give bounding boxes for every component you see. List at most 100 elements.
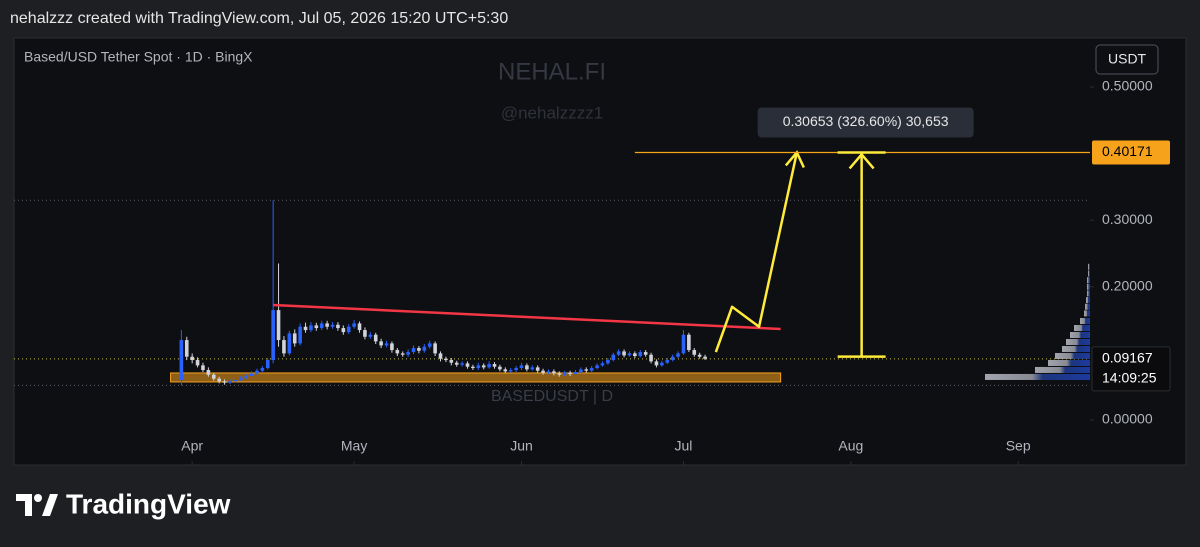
x-tick-label: Jul — [675, 438, 693, 454]
projection-path — [714, 152, 799, 353]
symbol-watermark: BASEDUSDT | D — [491, 388, 613, 405]
candle-body — [465, 363, 470, 367]
volume-profile-bar — [985, 373, 1090, 380]
candle-body — [390, 343, 394, 351]
candle-body — [606, 360, 610, 364]
candle-body — [589, 368, 594, 371]
candle-body — [665, 360, 670, 363]
candle-body — [276, 310, 281, 341]
currency-label[interactable]: USDT — [1108, 51, 1147, 67]
candle-body — [638, 352, 643, 357]
candle-body — [519, 365, 524, 369]
candle-body — [438, 353, 443, 359]
candle-body — [557, 373, 562, 375]
candle-body — [184, 340, 189, 357]
logo-dot — [34, 494, 42, 502]
candle-body — [541, 370, 545, 373]
currency-button[interactable] — [1095, 44, 1159, 75]
logo-slash — [42, 494, 58, 516]
candle-body — [492, 364, 497, 367]
candle-body — [611, 354, 616, 361]
candle-body — [330, 324, 335, 327]
candle-body — [255, 370, 259, 374]
candle-body — [341, 328, 346, 333]
candle-body — [692, 350, 697, 355]
candle-body — [481, 365, 486, 368]
brand: TradingView — [66, 488, 231, 519]
candle-body — [600, 363, 605, 366]
candle-body — [503, 369, 508, 372]
candle-body — [633, 353, 637, 357]
candle-body — [460, 363, 464, 365]
volume-profile-bar — [1088, 270, 1090, 277]
candle-body — [627, 353, 632, 356]
candle-body — [292, 333, 297, 344]
candle-body — [530, 367, 535, 370]
candle-body — [260, 368, 265, 371]
candle-body — [346, 326, 351, 333]
volume-profile-bar — [1048, 359, 1090, 366]
candle-body — [244, 376, 248, 379]
countdown-label: 14:09:25 — [1102, 370, 1157, 386]
candle-body — [357, 323, 362, 331]
volume-profile-bar — [1055, 352, 1090, 359]
candle-body — [379, 341, 383, 346]
measure-tooltip — [757, 107, 974, 138]
candle-body — [211, 374, 216, 379]
volume-profile-bar — [1087, 283, 1090, 290]
candle-body — [206, 370, 211, 375]
candle-body — [476, 365, 481, 369]
candle-body — [508, 370, 513, 372]
candle-body — [298, 326, 302, 344]
x-tick-label: Aug — [838, 438, 863, 454]
y-tick-label: 0.20000 — [1102, 277, 1153, 293]
candle-body — [271, 310, 275, 361]
candle-body — [233, 380, 238, 382]
candle-body — [238, 378, 243, 381]
volume-profile-bar — [1074, 325, 1090, 332]
candle-body — [654, 361, 659, 366]
volume-profile-bar — [1088, 263, 1090, 270]
candle-body — [546, 371, 551, 373]
candle-body — [552, 371, 556, 374]
candle-body — [319, 323, 324, 329]
candle-body — [649, 354, 653, 362]
candle-body — [190, 356, 194, 361]
candle-body — [487, 364, 491, 368]
candle-body — [336, 324, 340, 329]
candle-body — [568, 372, 572, 375]
volume-profile-bar — [1035, 366, 1090, 373]
support-zone — [170, 372, 782, 383]
candle-body — [395, 350, 400, 354]
candle-body — [703, 356, 707, 359]
candle-body — [449, 360, 454, 363]
candle-body — [514, 368, 518, 371]
chart-title: Based/USD Tether Spot · 1D · BingX — [24, 49, 253, 65]
y-tick-label: 0.30000 — [1102, 211, 1153, 227]
candle-body — [535, 367, 540, 371]
y-tick-label: 0.00000 — [1102, 411, 1153, 427]
candle-body — [287, 333, 292, 354]
candle-body — [697, 354, 702, 357]
last-price-label: 0.09167 — [1102, 350, 1153, 366]
candle-body — [573, 372, 578, 375]
x-tick-label: May — [341, 438, 367, 454]
candle-body — [309, 325, 313, 331]
volume-profile-bar — [1062, 345, 1090, 352]
candle-body — [444, 358, 448, 361]
candle-body — [660, 362, 664, 366]
volume-profile-bar — [1087, 277, 1090, 284]
candle-body — [579, 369, 583, 373]
candle-body — [406, 352, 410, 355]
x-tick-label: Sep — [1006, 438, 1031, 454]
candle-body — [222, 381, 227, 383]
candle-body — [622, 351, 626, 356]
candle-body — [681, 334, 686, 354]
candle-body — [325, 323, 329, 327]
candle-body — [384, 343, 389, 346]
candle-body — [368, 334, 373, 337]
tradingview-logo: TradingView — [16, 488, 231, 519]
candle-body — [249, 373, 254, 377]
candle-body — [595, 365, 599, 369]
